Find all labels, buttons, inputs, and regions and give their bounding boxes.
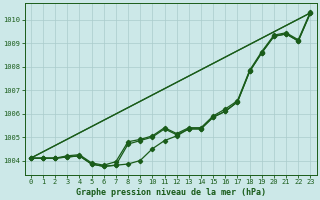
X-axis label: Graphe pression niveau de la mer (hPa): Graphe pression niveau de la mer (hPa)	[76, 188, 266, 197]
